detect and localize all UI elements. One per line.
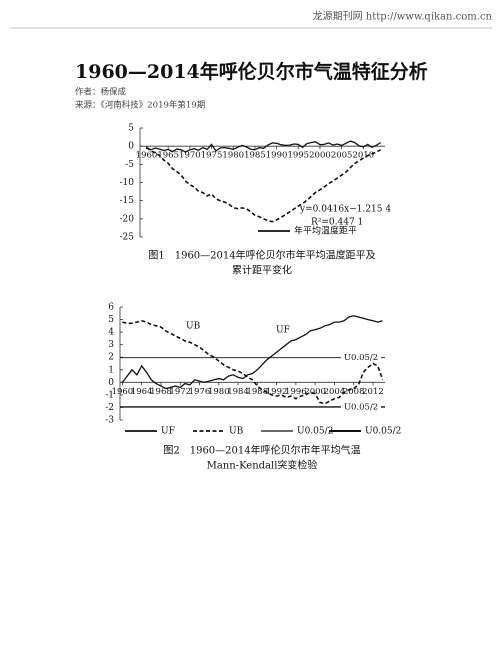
- annotation: UF: [276, 326, 290, 336]
- source: 来源：《河南科技》2019年第19期: [75, 100, 205, 111]
- reference-label: U0.05/2: [344, 402, 378, 412]
- data-line: [146, 140, 382, 153]
- x-tick-label: 1990: [266, 151, 288, 161]
- y-tick-label: -15: [120, 196, 135, 206]
- x-tick-label: 1992: [266, 387, 288, 397]
- x-tick-label: 2012: [362, 387, 384, 397]
- legend-label: 年平均温度距平: [294, 225, 357, 237]
- x-tick-label: 1984: [227, 387, 249, 397]
- y-tick-label: -5: [125, 160, 134, 170]
- x-tick-label: 1968: [150, 387, 172, 397]
- x-tick-label: 1970: [179, 151, 201, 161]
- reference-label: U0.05/2: [344, 353, 378, 363]
- legend-label: UF: [161, 427, 175, 437]
- x-tick-label: 1960: [136, 151, 158, 161]
- y-tick-label: 5: [108, 315, 114, 325]
- figure-caption: 图1 1960—2014年呼伦贝尔市年平均温度距平及: [148, 249, 375, 262]
- x-tick-label: 1995: [287, 151, 309, 161]
- legend-label: U0.05/2: [365, 427, 401, 437]
- data-line: [145, 146, 382, 223]
- y-tick-label: 6: [108, 303, 114, 313]
- figure-caption: Mann-Kendall突变检验: [207, 459, 318, 472]
- x-tick-label: 1964: [131, 387, 153, 397]
- annotation: UB: [186, 322, 201, 332]
- site-header: 龙源期刊网 http://www.qikan.com.cn: [313, 10, 493, 23]
- y-tick-label: -10: [120, 178, 135, 188]
- x-tick-label: 1972: [169, 387, 191, 397]
- x-tick-label: 2008: [343, 387, 365, 397]
- annotation: R²=0.447 1: [311, 218, 363, 228]
- y-tick-label: 5: [128, 124, 134, 134]
- x-tick-label: 1980: [208, 387, 230, 397]
- x-tick-label: 2000: [304, 387, 326, 397]
- y-tick-label: 0: [128, 142, 134, 152]
- figure-caption: 累计距平变化: [232, 264, 292, 277]
- legend-label: UB: [229, 427, 244, 437]
- y-tick-label: 4: [108, 328, 114, 338]
- y-tick-label: -2: [105, 403, 114, 413]
- y-tick-label: -25: [120, 233, 135, 243]
- x-tick-label: 2005: [331, 151, 353, 161]
- y-tick-label: 2: [108, 353, 114, 363]
- x-tick-label: 1976: [189, 387, 211, 397]
- x-tick-label: 1975: [201, 151, 223, 161]
- data-line: [122, 319, 384, 405]
- y-tick-label: 0: [108, 378, 114, 388]
- data-line: [121, 315, 383, 390]
- label-bg: [341, 401, 381, 412]
- x-tick-label: 1965: [157, 151, 179, 161]
- legend-label: U0.05/2: [297, 427, 333, 437]
- y-tick-label: -20: [120, 214, 135, 224]
- x-tick-label: 1980: [222, 151, 244, 161]
- x-tick-label: 2004: [324, 387, 346, 397]
- x-tick-label: 2010: [352, 151, 374, 161]
- x-tick-label: 2000: [309, 151, 331, 161]
- author: 作者：杨保成: [75, 87, 127, 98]
- article-title: 1960—2014年呼伦贝尔市气温特征分析: [75, 60, 428, 83]
- x-tick-label: 1960: [112, 387, 134, 397]
- x-tick-label: 1996: [285, 387, 307, 397]
- x-tick-label: 1988: [246, 387, 268, 397]
- x-tick-label: 1985: [244, 151, 266, 161]
- y-tick-label: -1: [105, 390, 114, 400]
- annotation: y=0.0416x−1.215 4: [299, 205, 391, 215]
- y-tick-label: 3: [108, 340, 114, 350]
- figure-caption: 图2 1960—2014年呼伦贝尔市年平均气温: [163, 444, 360, 457]
- y-tick-label: 1: [108, 365, 114, 375]
- y-tick-label: -3: [105, 416, 114, 426]
- label-bg: [341, 352, 381, 363]
